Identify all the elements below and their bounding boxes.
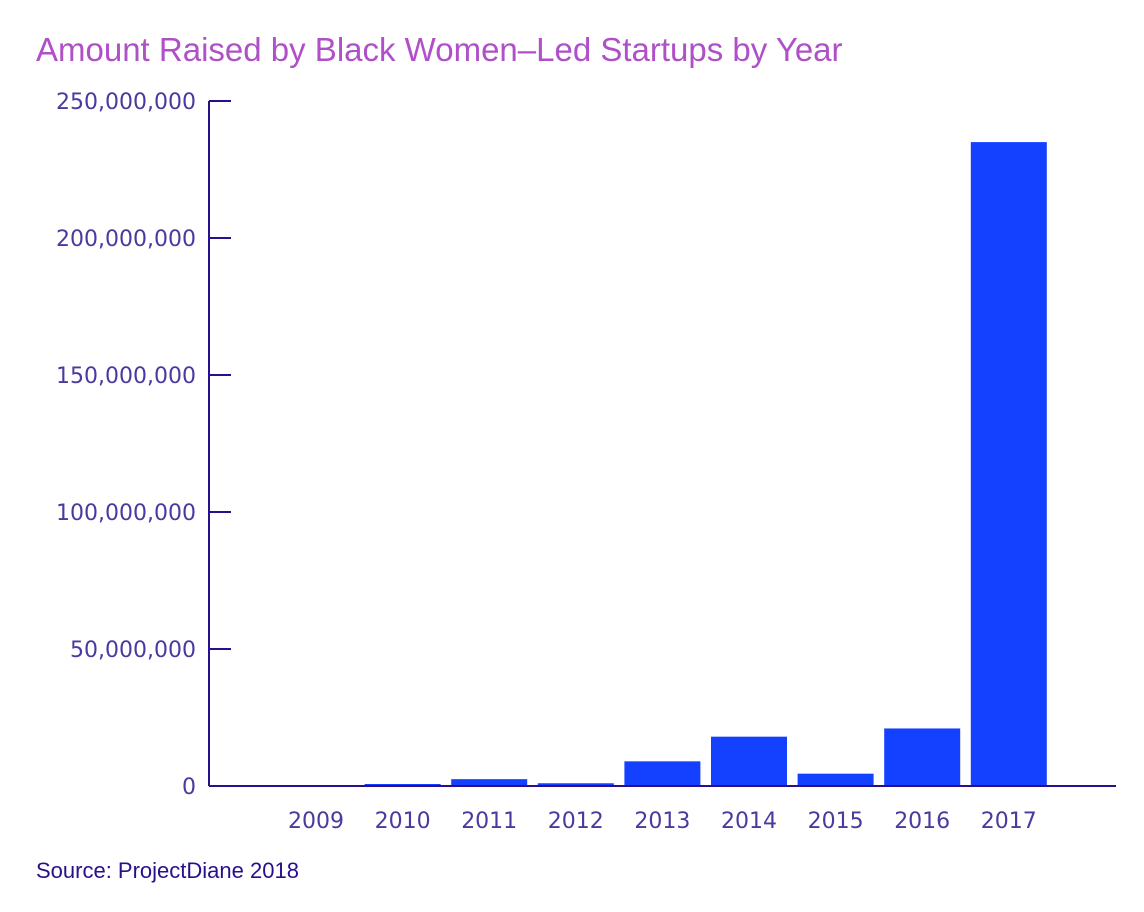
y-axis: 0 50,000,000 100,000,000 150,000,000 200,000… bbox=[56, 90, 231, 800]
x-axis: 2009 2010 2011 2012 2013 2014 2015 2016 2017 bbox=[209, 785, 1116, 834]
x-tick-label: 2015 bbox=[808, 809, 864, 834]
source-note: Source: ProjectDiane 2018 bbox=[36, 858, 299, 883]
y-tick-label: 150,000,000 bbox=[56, 364, 196, 389]
x-tick-label: 2011 bbox=[461, 809, 517, 834]
bar bbox=[711, 736, 787, 786]
y-tick-label: 0 bbox=[182, 775, 196, 800]
bar bbox=[451, 779, 528, 786]
y-tick-label: 200,000,000 bbox=[56, 227, 196, 252]
chart-title: Amount Raised by Black Women–Led Startup… bbox=[36, 31, 843, 68]
y-tick-label: 250,000,000 bbox=[56, 90, 196, 115]
x-tick-label: 2013 bbox=[634, 809, 690, 834]
bar bbox=[970, 142, 1047, 787]
x-tick-label: 2012 bbox=[548, 809, 604, 834]
x-tick-label: 2014 bbox=[721, 809, 777, 834]
bar bbox=[624, 761, 701, 786]
bars bbox=[364, 142, 1047, 787]
x-tick-label: 2016 bbox=[894, 809, 950, 834]
x-tick-label: 2017 bbox=[981, 809, 1037, 834]
x-tick-label: 2009 bbox=[288, 809, 344, 834]
bar bbox=[884, 728, 961, 786]
y-tick-label: 100,000,000 bbox=[56, 501, 196, 526]
bar bbox=[797, 773, 874, 786]
bar bbox=[537, 783, 614, 786]
x-tick-label: 2010 bbox=[375, 809, 431, 834]
y-tick-label: 50,000,000 bbox=[70, 638, 196, 663]
